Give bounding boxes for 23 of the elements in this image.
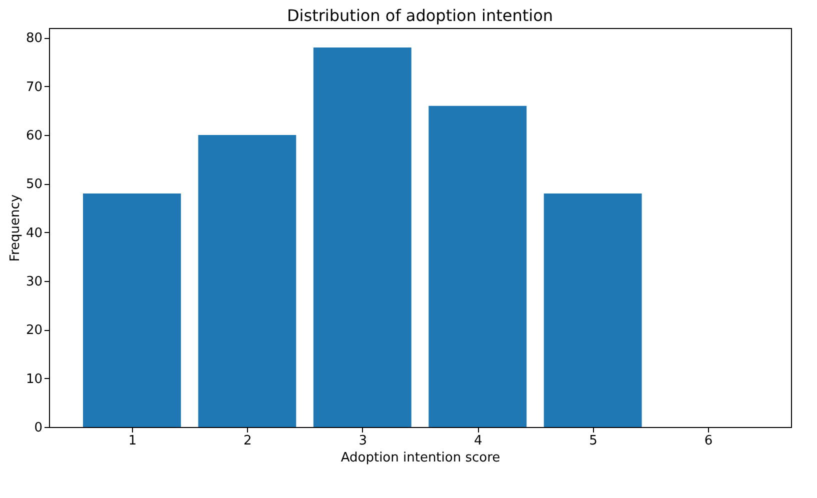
bar	[544, 193, 642, 427]
bar	[313, 47, 412, 427]
y-tick-label: 70	[26, 80, 42, 95]
bar	[428, 106, 527, 427]
x-tick-label: 5	[589, 434, 598, 448]
bar	[82, 193, 181, 427]
x-tick-label: 2	[244, 434, 252, 448]
x-tick-label: 1	[128, 434, 137, 448]
chart-title: Distribution of adoption intention	[286, 6, 554, 25]
y-tick-label: 40	[26, 226, 42, 241]
y-axis-title: Frequency	[8, 194, 23, 262]
x-tick-label: 3	[358, 434, 368, 448]
y-tick-label: 80	[26, 31, 42, 46]
y-tick-label: 10	[26, 372, 42, 387]
y-tick-label: 50	[26, 177, 42, 192]
x-tick-label: 4	[474, 434, 482, 448]
bar	[198, 135, 296, 427]
y-tick-label: 0	[34, 420, 42, 436]
x-axis-title: Adoption intention score	[340, 450, 500, 466]
x-tick-label: 6	[704, 434, 713, 448]
y-tick-label: 60	[26, 128, 42, 144]
y-tick-label: 20	[26, 323, 42, 338]
y-tick-label: 30	[26, 274, 42, 290]
